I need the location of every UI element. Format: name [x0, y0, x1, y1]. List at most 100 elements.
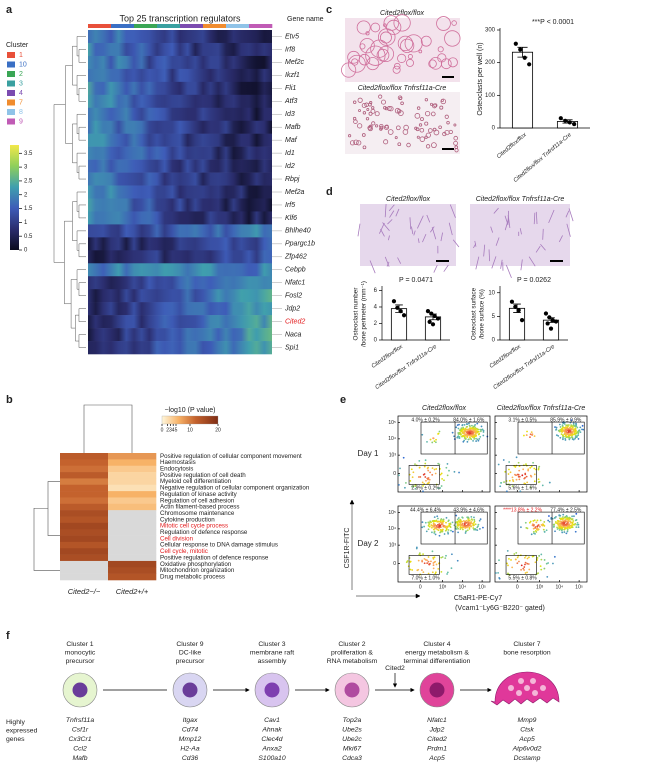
flow-event	[471, 436, 474, 438]
heatmap-row	[88, 55, 272, 70]
gene-name: Acp5	[428, 755, 445, 762]
flow-event	[503, 481, 505, 483]
flow-event	[469, 436, 471, 439]
heatmap-row	[88, 42, 272, 57]
heatmap-row	[88, 263, 272, 277]
flow-event	[424, 558, 427, 561]
flow-event	[467, 516, 469, 519]
flow-event	[555, 434, 558, 437]
flow-event	[520, 568, 522, 571]
gate	[505, 465, 537, 485]
flow-event	[506, 550, 509, 552]
data-point	[401, 313, 407, 318]
flow-event	[470, 515, 473, 518]
flow-event	[523, 477, 526, 480]
gate-label: 77.4% ± 2.5%	[550, 507, 582, 513]
tissue-texture	[483, 244, 486, 257]
flow-event	[476, 422, 479, 425]
flow-event	[457, 517, 460, 519]
dendrogram	[76, 36, 86, 57]
flow-event	[466, 431, 469, 434]
cluster-bar	[157, 24, 181, 28]
nucleus	[530, 678, 536, 684]
flow-event	[562, 437, 564, 439]
colorbar-tick-label: 0.5	[24, 234, 33, 240]
tissue-texture	[452, 239, 460, 248]
heatmap-row	[88, 133, 272, 147]
cell-texture	[370, 22, 381, 33]
flow-event	[524, 561, 527, 564]
flow-event	[414, 485, 417, 487]
flow-event	[564, 426, 566, 429]
scale-bar	[550, 260, 563, 262]
tissue-texture	[507, 214, 511, 228]
flow-event	[556, 522, 559, 525]
flow-event	[564, 520, 567, 523]
flow-event	[473, 516, 475, 519]
heatmap-cell	[108, 535, 157, 543]
category-label: Cited2flox/flox	[489, 343, 523, 369]
flow-event	[540, 558, 543, 561]
cell-texture	[400, 101, 404, 106]
flow-event	[440, 518, 443, 520]
flow-event	[464, 428, 467, 431]
cell-texture	[384, 124, 389, 129]
flow-event	[545, 529, 548, 532]
flow-event	[568, 438, 571, 441]
cluster-bar	[180, 24, 204, 28]
data-point	[527, 62, 532, 67]
flow-event	[577, 526, 580, 528]
heatmap-cell	[60, 560, 109, 568]
flow-event	[524, 572, 527, 574]
dendrogram	[78, 204, 86, 219]
flow-event	[399, 467, 401, 470]
flow-event	[437, 487, 440, 490]
flow-event	[557, 435, 560, 437]
flow-event	[555, 428, 558, 431]
flow-event	[508, 479, 511, 482]
y-tick-label: 10⁵	[388, 510, 396, 516]
cell-texture	[446, 121, 450, 125]
flow-event	[475, 434, 478, 437]
flow-event	[410, 468, 413, 471]
colorbar-tick-label: 3.5	[24, 151, 33, 157]
tissue-texture	[389, 210, 395, 218]
flow-event	[414, 463, 416, 466]
cell-texture	[420, 117, 424, 122]
flow-event	[532, 520, 535, 522]
flow-event	[572, 422, 575, 425]
flow-event	[454, 525, 457, 528]
gene-label: Id1	[285, 150, 295, 157]
flow-event	[578, 429, 581, 432]
flow-event	[498, 559, 500, 562]
flow-event	[404, 486, 406, 489]
data-point	[518, 47, 523, 52]
flow-event	[461, 423, 464, 426]
flow-event	[439, 487, 442, 489]
flow-event	[462, 519, 465, 522]
flow-event	[524, 556, 526, 559]
flow-event	[563, 423, 566, 425]
cell-texture	[352, 116, 357, 121]
gene-name: Ctsk	[520, 726, 534, 733]
flow-event	[421, 569, 423, 571]
cell-texture	[425, 144, 431, 149]
flow-event	[460, 520, 463, 523]
legend-swatch	[7, 80, 15, 87]
flow-event	[474, 430, 477, 433]
heatmap-cell	[108, 491, 157, 498]
flow-event	[533, 473, 536, 476]
flow-event	[459, 429, 462, 432]
flow-event	[434, 533, 437, 536]
flow-event	[468, 521, 471, 523]
cell-texture	[362, 145, 367, 150]
heatmap-cell	[108, 503, 157, 511]
y-tick-label: 5	[492, 314, 496, 320]
flow-event	[427, 466, 430, 469]
flow-event	[445, 516, 448, 519]
flow-event	[533, 480, 536, 483]
cell-texture	[447, 57, 458, 68]
flow-event	[498, 577, 501, 580]
flow-event	[530, 431, 533, 434]
flow-event	[453, 470, 456, 473]
